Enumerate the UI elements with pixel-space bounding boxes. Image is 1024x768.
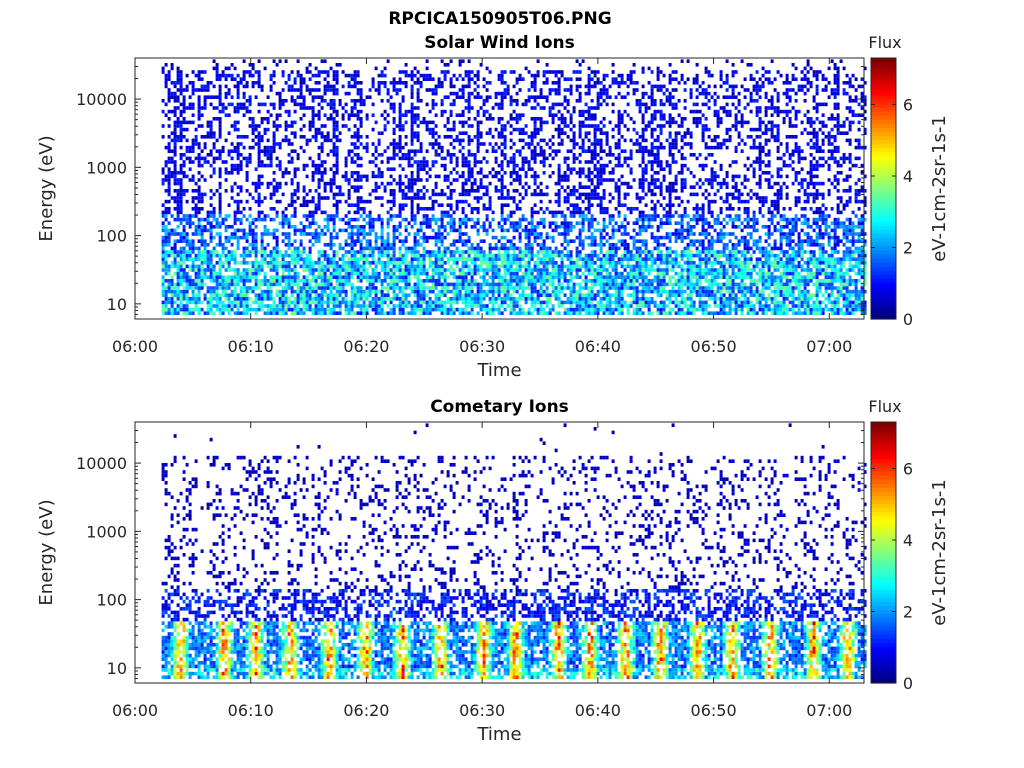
colorbar-tick-label: 2 — [903, 238, 913, 257]
heatmap-cells — [161, 59, 867, 315]
x-tick-label: 06:10 — [228, 337, 274, 356]
colorbar-tick-label: 4 — [903, 167, 913, 186]
colorbar-units-label: eV-1cm-2sr-1s-1 — [929, 479, 950, 626]
y-tick-label: 100 — [96, 591, 127, 610]
x-tick-label: 06:30 — [459, 337, 505, 356]
heatmap-cells — [161, 423, 867, 679]
x-tick-label: 06:10 — [228, 701, 274, 720]
x-tick-label: 06:00 — [112, 337, 158, 356]
colorbar-tick-label: 4 — [903, 531, 913, 550]
colorbar-title: Flux — [868, 397, 901, 416]
y-tick-label: 1000 — [86, 158, 127, 177]
x-tick-label: 06:00 — [112, 701, 158, 720]
x-axis-label: Time — [476, 724, 521, 745]
x-axis-label: Time — [476, 360, 521, 381]
x-tick-label: 06:20 — [343, 701, 389, 720]
colorbar-tick-label: 6 — [903, 95, 913, 114]
x-tick-label: 07:00 — [806, 337, 852, 356]
figure-title: RPCICA150905T06.PNG — [388, 9, 611, 29]
y-tick-label: 1000 — [86, 522, 127, 541]
x-tick-label: 06:40 — [575, 701, 621, 720]
solar-wind-panel: Solar Wind Ions 06:00 06:10 06:20 06:30 06:40… — [36, 33, 950, 381]
x-tick-label: 06:30 — [459, 701, 505, 720]
y-axis-label: Energy (eV) — [36, 135, 57, 241]
colorbar-tick-label: 6 — [903, 459, 913, 478]
y-tick-label: 10000 — [76, 454, 127, 473]
colorbar: 0 2 4 6 Flux eV-1cm-2sr-1s-1 — [868, 397, 950, 693]
x-tick-label: 06:50 — [691, 337, 737, 356]
colorbar-units-label: eV-1cm-2sr-1s-1 — [929, 115, 950, 262]
colorbar-tick-label: 0 — [903, 674, 913, 693]
panel-title: Cometary Ions — [430, 397, 569, 417]
y-axis-label: Energy (eV) — [36, 499, 57, 605]
y-tick-label: 10 — [107, 659, 127, 678]
panel-title: Solar Wind Ions — [424, 33, 575, 53]
x-tick-label: 06:20 — [343, 337, 389, 356]
colorbar: 0 2 4 6 Flux eV-1cm-2sr-1s-1 — [868, 33, 950, 329]
x-tick-label: 06:50 — [691, 701, 737, 720]
y-tick-label: 10 — [107, 295, 127, 314]
colorbar-tick-label: 0 — [903, 310, 913, 329]
y-tick-label: 10000 — [76, 90, 127, 109]
y-tick-label: 100 — [96, 227, 127, 246]
plot-frame — [134, 421, 865, 684]
colorbar-title: Flux — [868, 33, 901, 52]
x-tick-label: 07:00 — [806, 701, 852, 720]
plot-frame — [134, 57, 865, 320]
x-tick-label: 06:40 — [575, 337, 621, 356]
colorbar-tick-label: 2 — [903, 602, 913, 621]
